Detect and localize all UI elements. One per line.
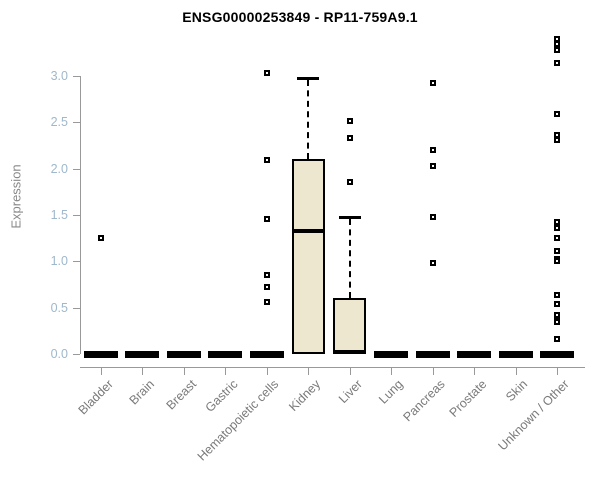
x-axis-tick (349, 368, 351, 375)
collapsed-box-0 (83, 350, 118, 358)
box-6 (333, 298, 367, 354)
x-axis-tick (308, 368, 310, 375)
y-axis-tick-label: 0.0 (50, 347, 68, 361)
x-axis-category-label: Pancreas (400, 377, 448, 425)
box-5 (291, 159, 325, 354)
y-axis-tick (73, 168, 80, 170)
collapsed-box-8 (415, 350, 450, 358)
x-axis-tick (432, 368, 434, 375)
outlier-point-11 (554, 60, 561, 67)
y-axis-tick-label: 1.5 (50, 207, 68, 222)
outlier-point-6 (346, 135, 353, 142)
outlier-point-6 (346, 118, 353, 125)
chart-title: ENSG00000253849 - RP11-759A9.1 (182, 9, 418, 25)
x-axis-category-label: Prostate (446, 377, 490, 420)
outlier-point-11 (554, 258, 561, 265)
outlier-point-4 (263, 299, 270, 306)
outlier-point-11 (554, 248, 561, 255)
collapsed-box-2 (166, 350, 201, 358)
collapsed-box-10 (498, 350, 533, 358)
collapsed-box-4 (249, 350, 284, 358)
x-axis-tick (142, 368, 144, 375)
y-axis-line (80, 76, 81, 354)
outlier-point-11 (554, 136, 561, 143)
outlier-point-11 (554, 110, 561, 117)
outlier-point-8 (429, 260, 436, 267)
y-axis-label: Expression (8, 164, 24, 229)
y-axis-tick (73, 122, 80, 124)
collapsed-box-3 (208, 350, 243, 358)
outlier-point-11 (554, 47, 561, 54)
x-axis-tick (266, 368, 268, 375)
outlier-point-8 (429, 80, 436, 87)
x-axis-tick (391, 368, 393, 375)
x-axis-tick (515, 368, 517, 375)
y-axis-tick-label: 2.5 (50, 115, 68, 130)
collapsed-box-9 (457, 350, 492, 358)
y-axis-tick-label: 2.0 (50, 161, 68, 176)
outlier-point-8 (429, 147, 436, 154)
collapsed-box-7 (374, 350, 409, 358)
outlier-point-11 (554, 40, 561, 47)
x-axis-category-label: Breast (163, 377, 199, 413)
outlier-point-11 (554, 235, 561, 242)
x-axis-category-label: Brain (126, 377, 158, 408)
x-axis-category-label: Skin (503, 377, 531, 405)
collapsed-box-1 (125, 350, 160, 358)
x-axis-category-label: Bladder (75, 377, 116, 418)
x-axis-tick (557, 368, 559, 375)
y-axis-tick-label: 0.5 (50, 300, 68, 315)
outlier-point-0 (97, 235, 104, 242)
x-axis-tick (474, 368, 476, 375)
x-axis-category-label: Hematopoietic cells (195, 377, 282, 464)
x-axis-category-label: Gastric (202, 377, 241, 415)
y-axis-tick (73, 354, 80, 355)
upper-whisker-cap-6 (338, 215, 361, 219)
x-axis-tick (183, 368, 185, 375)
outlier-point-4 (263, 284, 270, 291)
y-axis-tick (73, 307, 80, 309)
upper-whisker-cap-5 (297, 76, 320, 80)
collapsed-box-11 (540, 350, 575, 358)
y-axis-tick-label: 3.0 (50, 68, 68, 83)
x-axis-category-label: Kidney (286, 377, 324, 414)
outlier-point-4 (263, 70, 270, 77)
y-axis-tick (73, 75, 80, 77)
outlier-point-11 (554, 219, 561, 226)
x-axis-tick (100, 368, 102, 375)
outlier-point-4 (263, 272, 270, 279)
x-axis-tick (225, 368, 227, 375)
outlier-point-6 (346, 178, 353, 185)
outlier-point-8 (429, 213, 436, 220)
outlier-point-4 (263, 157, 270, 164)
upper-whisker-6 (348, 218, 351, 299)
median-line-5 (291, 228, 325, 233)
x-axis-category-label: Liver (335, 377, 365, 407)
outlier-point-11 (554, 319, 561, 326)
outlier-point-8 (429, 162, 436, 169)
outlier-point-4 (263, 215, 270, 222)
upper-whisker-5 (307, 79, 310, 160)
y-axis-tick-label: 1.0 (50, 254, 68, 269)
y-axis-tick (73, 214, 80, 216)
x-axis-line (80, 367, 585, 368)
median-line-6 (333, 350, 367, 354)
y-axis-tick (73, 261, 80, 263)
outlier-point-11 (554, 224, 561, 231)
outlier-point-11 (554, 291, 561, 298)
x-axis-category-label: Lung (376, 377, 407, 407)
outlier-point-11 (554, 300, 561, 307)
outlier-point-11 (554, 336, 561, 343)
